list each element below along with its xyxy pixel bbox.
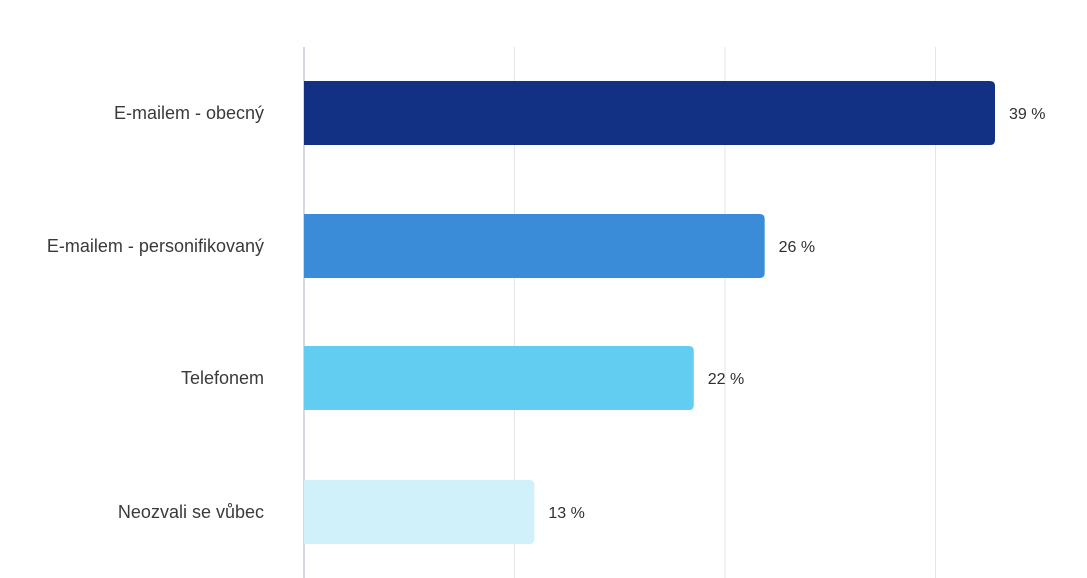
bar — [304, 480, 535, 544]
value-label: 39 % — [1009, 106, 1045, 123]
value-label: 22 % — [708, 371, 744, 388]
category-label: E-mailem - personifikovaný — [47, 236, 264, 256]
bar — [304, 81, 995, 145]
category-label: Neozvali se vůbec — [118, 502, 264, 522]
bar — [304, 346, 694, 410]
bar — [304, 214, 765, 278]
category-label: Telefonem — [181, 368, 264, 388]
value-label: 13 % — [548, 505, 584, 522]
value-label: 26 % — [779, 239, 815, 256]
category-label: E-mailem - obecný — [114, 103, 264, 123]
